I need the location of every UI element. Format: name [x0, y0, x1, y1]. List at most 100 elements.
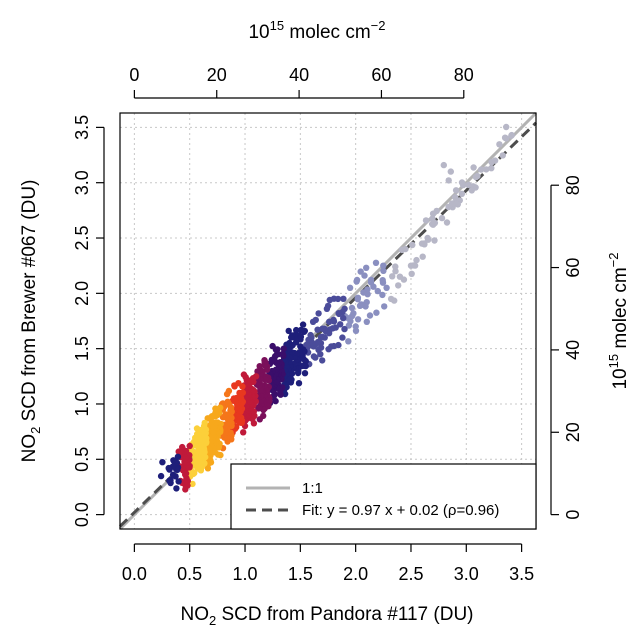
data-point	[272, 397, 279, 405]
data-point	[354, 296, 361, 303]
data-point	[488, 159, 495, 166]
data-point	[445, 177, 452, 184]
data-point	[315, 346, 322, 353]
data-point	[348, 304, 356, 312]
y-tick-label: 3.5	[72, 115, 92, 140]
data-point	[297, 326, 305, 334]
legend-box	[230, 463, 537, 530]
data-point	[236, 389, 243, 397]
data-point	[374, 287, 381, 295]
data-point	[418, 240, 426, 247]
data-point	[345, 322, 353, 329]
data-point	[360, 289, 367, 296]
data-point	[409, 241, 416, 249]
data-point	[169, 471, 177, 478]
y-tick-label: 0.5	[72, 447, 92, 472]
data-point	[175, 448, 182, 455]
data-point	[231, 382, 238, 389]
data-point	[279, 350, 286, 358]
data-points	[157, 123, 515, 493]
data-point	[396, 273, 404, 280]
legend: 1:1 Fit: y = 0.97 x + 0.02 (ρ=0.96)	[230, 463, 537, 530]
data-point	[398, 246, 406, 254]
x-tick-label: 2.5	[398, 564, 423, 584]
data-point	[346, 284, 354, 291]
data-point	[496, 141, 503, 148]
data-point	[224, 398, 231, 405]
right-tick-label: 0	[563, 510, 583, 520]
data-point	[166, 477, 173, 484]
data-point	[315, 310, 322, 317]
data-point	[395, 282, 402, 289]
y-tick-label: 3.0	[72, 170, 92, 195]
data-point	[301, 370, 309, 377]
data-point	[261, 362, 268, 369]
data-point	[361, 272, 368, 279]
data-point	[317, 333, 325, 341]
x-tick-label: 3.0	[454, 564, 479, 584]
data-point	[175, 478, 182, 485]
data-point	[501, 134, 509, 141]
data-point	[429, 210, 437, 217]
data-point	[407, 262, 415, 269]
data-point	[387, 295, 395, 303]
data-point	[429, 220, 436, 228]
data-point	[353, 278, 360, 285]
data-point	[419, 253, 426, 260]
data-point	[305, 336, 312, 343]
data-point	[326, 318, 333, 325]
data-point	[443, 219, 451, 226]
data-point	[310, 353, 318, 360]
data-point	[373, 309, 380, 316]
data-point	[174, 453, 182, 460]
data-point	[193, 425, 201, 432]
data-point	[372, 259, 380, 266]
top-tick-label: 20	[207, 65, 227, 85]
data-point	[240, 371, 248, 378]
data-point	[458, 190, 466, 197]
data-point	[383, 284, 390, 291]
data-point	[297, 343, 304, 350]
data-point	[314, 326, 321, 333]
data-point	[499, 152, 506, 159]
data-point	[340, 295, 347, 302]
y-tick-label: 2.0	[72, 281, 92, 306]
data-point	[508, 132, 515, 139]
data-point	[379, 291, 386, 299]
data-point	[182, 486, 189, 493]
axis-labels: NO2 SCD from Pandora #117 (DU) NO2 SCD fr…	[19, 18, 631, 628]
y-axis-title: NO2 SCD from Brewer #067 (DU)	[19, 180, 43, 463]
data-point	[472, 173, 480, 181]
data-point	[488, 165, 495, 172]
data-point	[431, 237, 438, 244]
data-point	[325, 346, 332, 353]
data-point	[157, 472, 165, 480]
data-point	[269, 342, 276, 350]
data-point	[392, 268, 399, 275]
data-point	[392, 263, 399, 270]
data-point	[389, 273, 396, 280]
data-point	[212, 405, 219, 412]
data-point	[483, 166, 490, 173]
right-tick-label: 20	[563, 422, 583, 442]
data-point	[366, 312, 374, 319]
data-point	[363, 318, 370, 325]
x-tick-label: 3.5	[509, 564, 534, 584]
data-point	[223, 390, 231, 398]
y-tick-label: 1.0	[72, 391, 92, 416]
data-point	[452, 194, 459, 201]
y-tick-label: 0.0	[72, 502, 92, 527]
data-point	[309, 318, 317, 325]
data-point	[354, 316, 362, 323]
data-point	[293, 326, 300, 334]
data-point	[159, 459, 166, 466]
x-tick-label: 2.0	[343, 564, 368, 584]
legend-label-fit: Fit: y = 0.97 x + 0.02 (ρ=0.96)	[302, 502, 499, 519]
x-tick-label: 1.5	[288, 564, 313, 584]
data-point	[299, 321, 307, 328]
right-tick-label: 60	[563, 258, 583, 278]
data-point	[204, 415, 211, 422]
right-tick-label: 40	[563, 340, 583, 360]
data-point	[189, 480, 196, 488]
data-point	[280, 345, 287, 352]
